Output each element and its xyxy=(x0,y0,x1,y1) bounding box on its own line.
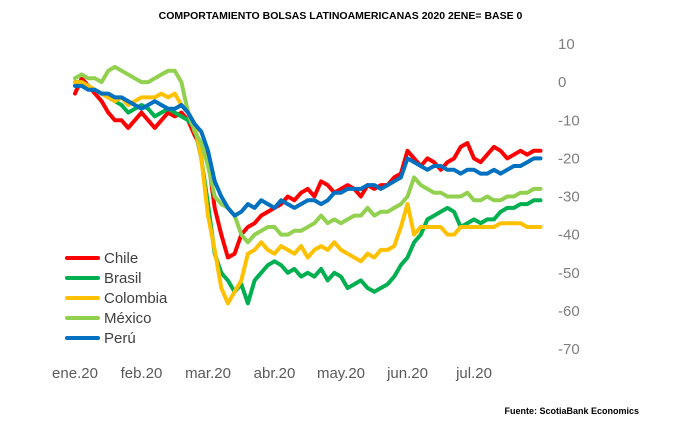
x-tick-label: jul.20 xyxy=(455,365,492,382)
x-tick-label: may.20 xyxy=(317,365,365,382)
chart-title: COMPORTAMIENTO BOLSAS LATINOAMERICANAS 2… xyxy=(158,10,523,22)
x-tick-label: feb.20 xyxy=(121,365,163,382)
y-tick-label: -30 xyxy=(558,189,580,206)
legend-label: Brasil xyxy=(104,270,142,287)
series-line-4 xyxy=(73,83,543,218)
series-lines xyxy=(73,64,543,306)
y-axis-ticks: 10 0 -10 -20 -30 -40 -50 -60 -70 xyxy=(558,36,580,358)
x-axis-ticks: ene.20 feb.20 mar.20 abr.20 may.20 jun.20 jul.… xyxy=(52,365,492,382)
x-tick-label: mar.20 xyxy=(185,365,231,382)
y-tick-label: -50 xyxy=(558,265,580,282)
x-tick-label: ene.20 xyxy=(52,365,98,382)
series-line-0 xyxy=(73,76,543,260)
legend-label: Chile xyxy=(104,250,138,267)
x-tick-label: abr.20 xyxy=(254,365,296,382)
legend-label: México xyxy=(104,310,152,327)
y-tick-label: -10 xyxy=(558,112,580,129)
series-line-2 xyxy=(73,80,543,306)
y-tick-label: -60 xyxy=(558,303,580,320)
y-tick-label: 0 xyxy=(558,74,566,91)
y-tick-label: 10 xyxy=(558,36,575,53)
y-tick-label: -40 xyxy=(558,227,580,244)
legend-label: Perú xyxy=(104,330,136,347)
x-tick-label: jun.20 xyxy=(386,365,428,382)
series-line-3 xyxy=(73,64,543,245)
legend: Chile Brasil Colombia México Perú xyxy=(65,250,168,347)
legend-label: Colombia xyxy=(104,290,168,307)
y-tick-label: -70 xyxy=(558,341,580,358)
source-note: Fuente: ScotiaBank Economics xyxy=(504,406,639,416)
y-tick-label: -20 xyxy=(558,150,580,167)
